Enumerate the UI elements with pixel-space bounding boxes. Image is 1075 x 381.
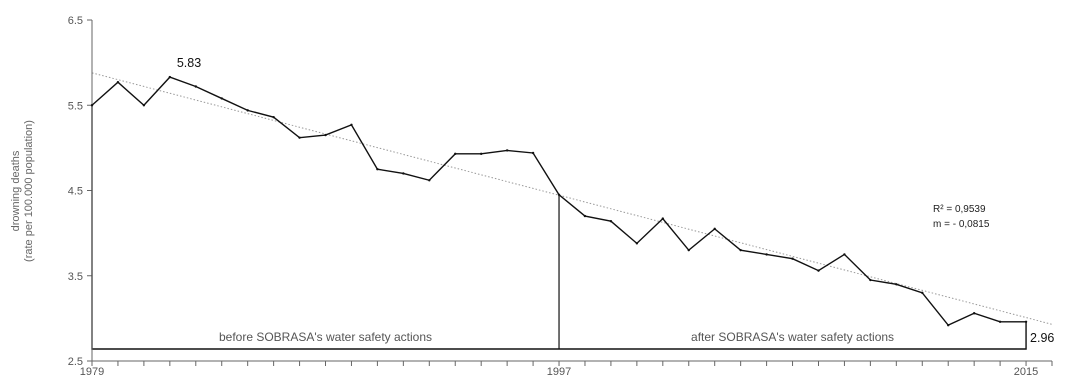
data-point bbox=[1024, 320, 1028, 323]
data-point bbox=[713, 227, 716, 231]
data-point bbox=[479, 152, 483, 156]
data-points bbox=[90, 75, 1028, 327]
data-point bbox=[998, 320, 1002, 323]
data-point bbox=[765, 253, 768, 256]
data-point bbox=[428, 179, 431, 182]
period-label-after: after SOBRASA's water safety actions bbox=[691, 330, 894, 344]
data-point bbox=[246, 109, 249, 112]
peak-value-label: 5.83 bbox=[177, 56, 201, 70]
r-squared-label: R² = 0,9539 bbox=[933, 204, 986, 215]
y-tick-label: 4.5 bbox=[68, 186, 83, 198]
data-point bbox=[635, 242, 639, 245]
data-point bbox=[298, 136, 301, 139]
end-value-label: 2.96 bbox=[1030, 331, 1054, 345]
data-line bbox=[91, 76, 1027, 350]
data-point bbox=[843, 253, 846, 256]
period-label-before: before SOBRASA's water safety actions bbox=[219, 330, 432, 344]
x-tick-label: 1997 bbox=[547, 366, 571, 378]
x-axis-ticks: 1979 1997 2015 bbox=[80, 361, 1053, 378]
data-point bbox=[454, 152, 457, 156]
data-point bbox=[90, 104, 94, 107]
data-point bbox=[739, 248, 742, 252]
data-point bbox=[947, 323, 950, 327]
data-point bbox=[687, 248, 690, 252]
data-point bbox=[220, 97, 223, 100]
y-tick-label: 6.5 bbox=[68, 15, 83, 27]
data-point bbox=[609, 219, 613, 223]
x-tick-label: 2015 bbox=[1014, 366, 1038, 378]
data-point bbox=[921, 291, 924, 294]
data-point bbox=[505, 149, 509, 152]
slope-label: m = - 0,0815 bbox=[933, 219, 990, 230]
y-axis-label-line2: (rate per 100.000 population) bbox=[23, 120, 35, 262]
data-point bbox=[324, 133, 327, 137]
data-point bbox=[531, 151, 535, 155]
y-tick-label: 5.5 bbox=[68, 100, 83, 112]
data-point bbox=[869, 278, 872, 282]
data-point bbox=[661, 217, 665, 220]
data-point bbox=[376, 167, 379, 171]
data-point bbox=[350, 123, 353, 127]
trend-line bbox=[91, 72, 1053, 325]
data-point bbox=[142, 104, 146, 107]
y-tick-label: 3.5 bbox=[68, 271, 83, 283]
x-tick-label: 1979 bbox=[80, 366, 104, 378]
data-point bbox=[116, 81, 120, 84]
data-point bbox=[895, 283, 898, 286]
data-point bbox=[972, 312, 976, 315]
data-point bbox=[194, 85, 197, 88]
data-point bbox=[817, 269, 820, 272]
data-point bbox=[583, 214, 587, 218]
y-tick-label: 2.5 bbox=[68, 356, 83, 368]
data-point bbox=[168, 75, 172, 79]
data-point bbox=[557, 193, 561, 196]
data-point bbox=[791, 257, 794, 260]
y-axis-label-line1: drowning deaths bbox=[10, 150, 22, 231]
data-point bbox=[402, 172, 405, 175]
data-point bbox=[272, 115, 275, 119]
y-axis-ticks: 2.5 3.5 4.5 5.5 6.5 bbox=[68, 15, 92, 368]
